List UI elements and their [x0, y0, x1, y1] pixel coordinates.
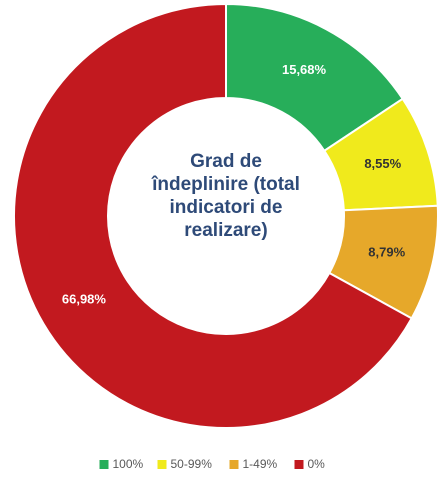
legend-label: 100%: [113, 457, 144, 471]
chart-title: Grad de îndeplinire (total indicatori de…: [152, 151, 300, 241]
legend-swatch: [229, 460, 239, 469]
data-label: 15,68%: [282, 62, 327, 77]
donut-slice: [13, 2, 414, 429]
legend-swatch: [294, 460, 304, 469]
donut-slice: [225, 2, 405, 153]
data-label: 8,79%: [368, 245, 405, 260]
legend-swatch: [157, 460, 167, 469]
legend-label: 0%: [308, 457, 326, 471]
data-label: 8,55%: [364, 156, 401, 171]
legend-label: 1-49%: [243, 457, 278, 471]
data-label: 66,98%: [62, 291, 107, 306]
legend-label: 50-99%: [171, 457, 213, 471]
legend-swatch: [99, 460, 109, 469]
